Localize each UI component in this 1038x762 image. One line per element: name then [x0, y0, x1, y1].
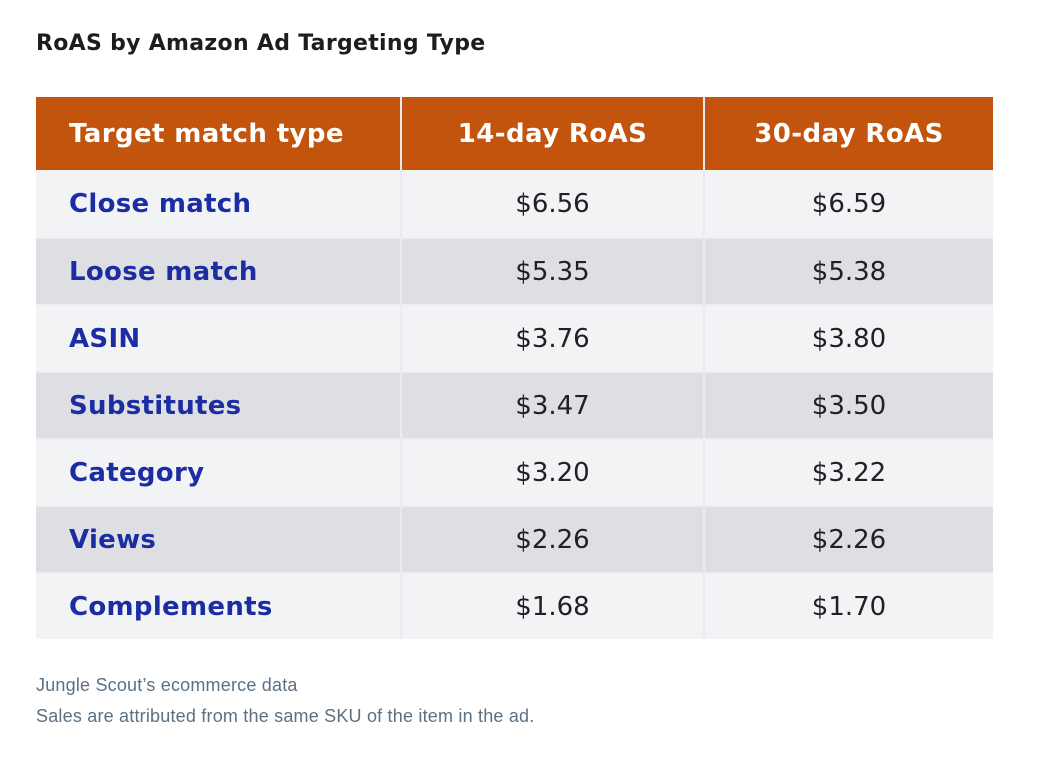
row-label: Close match	[36, 170, 400, 237]
cell-14-day-roas: $5.35	[400, 237, 703, 304]
row-label: Complements	[36, 572, 400, 639]
source-note-line-2: Sales are attributed from the same SKU o…	[36, 706, 535, 726]
cell-30-day-roas: $3.22	[703, 438, 993, 505]
row-label: Loose match	[36, 237, 400, 304]
cell-30-day-roas: $2.26	[703, 505, 993, 572]
row-label: Category	[36, 438, 400, 505]
table-header-row: Target match type 14-day RoAS 30-day RoA…	[36, 97, 993, 170]
cell-14-day-roas: $3.20	[400, 438, 703, 505]
cell-14-day-roas: $6.56	[400, 170, 703, 237]
table-row-views: Views $2.26 $2.26	[36, 505, 993, 572]
cell-14-day-roas: $3.47	[400, 371, 703, 438]
cell-30-day-roas: $5.38	[703, 237, 993, 304]
table-row-substitutes: Substitutes $3.47 $3.50	[36, 371, 993, 438]
cell-30-day-roas: $6.59	[703, 170, 993, 237]
row-label: Substitutes	[36, 371, 400, 438]
cell-30-day-roas: $1.70	[703, 572, 993, 639]
source-note-line-1: Jungle Scout’s ecommerce data	[36, 675, 298, 695]
cell-14-day-roas: $1.68	[400, 572, 703, 639]
row-label: ASIN	[36, 304, 400, 371]
cell-14-day-roas: $3.76	[400, 304, 703, 371]
cell-14-day-roas: $2.26	[400, 505, 703, 572]
column-header-target-match-type: Target match type	[36, 97, 400, 170]
source-note: Jungle Scout’s ecommerce data Sales are …	[36, 670, 1038, 732]
table-row-close-match: Close match $6.56 $6.59	[36, 170, 993, 237]
table-row-complements: Complements $1.68 $1.70	[36, 572, 993, 639]
row-label: Views	[36, 505, 400, 572]
page-title: RoAS by Amazon Ad Targeting Type	[36, 31, 486, 56]
cell-30-day-roas: $3.80	[703, 304, 993, 371]
cell-30-day-roas: $3.50	[703, 371, 993, 438]
table-row-category: Category $3.20 $3.22	[36, 438, 993, 505]
column-header-14-day-roas: 14-day RoAS	[400, 97, 703, 170]
roas-table: Target match type 14-day RoAS 30-day RoA…	[36, 97, 993, 639]
table-row-asin: ASIN $3.76 $3.80	[36, 304, 993, 371]
column-header-30-day-roas: 30-day RoAS	[703, 97, 993, 170]
table-row-loose-match: Loose match $5.35 $5.38	[36, 237, 993, 304]
